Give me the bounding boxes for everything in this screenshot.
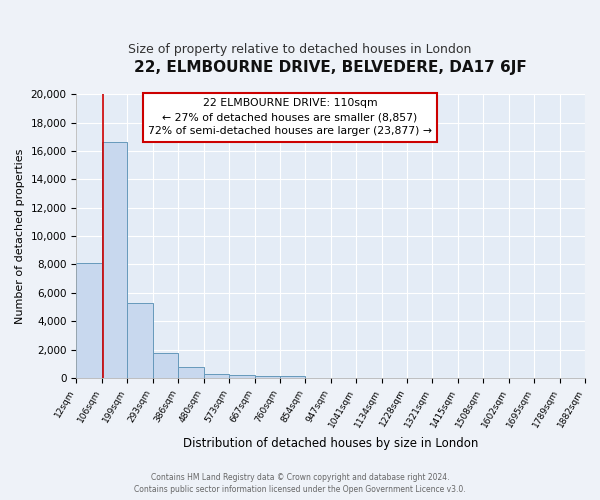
Text: Contains HM Land Registry data © Crown copyright and database right 2024.
Contai: Contains HM Land Registry data © Crown c… [134, 472, 466, 494]
Bar [102, 142, 127, 378]
Text: Size of property relative to detached houses in London: Size of property relative to detached ho… [128, 42, 472, 56]
Y-axis label: Number of detached properties: Number of detached properties [15, 148, 25, 324]
Bar [76, 263, 102, 378]
Bar [178, 368, 203, 378]
Bar [127, 303, 153, 378]
Bar [153, 353, 178, 378]
X-axis label: Distribution of detached houses by size in London: Distribution of detached houses by size … [183, 437, 478, 450]
Bar [229, 375, 254, 378]
Bar [280, 376, 305, 378]
Text: 22 ELMBOURNE DRIVE: 110sqm
← 27% of detached houses are smaller (8,857)
72% of s: 22 ELMBOURNE DRIVE: 110sqm ← 27% of deta… [148, 98, 432, 136]
Bar [254, 376, 280, 378]
Title: 22, ELMBOURNE DRIVE, BELVEDERE, DA17 6JF: 22, ELMBOURNE DRIVE, BELVEDERE, DA17 6JF [134, 60, 527, 75]
Bar [203, 374, 229, 378]
